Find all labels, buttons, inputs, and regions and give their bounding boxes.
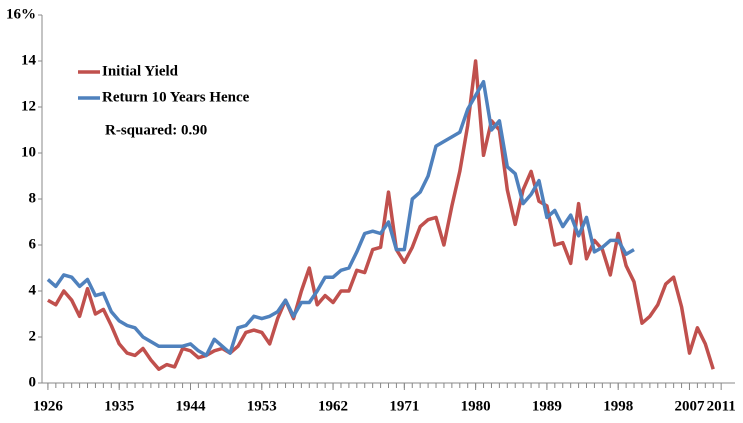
legend-label: Return 10 Years Hence — [102, 89, 250, 105]
x-tick-label: 1980 — [461, 398, 491, 414]
series-line — [47, 59, 715, 371]
x-tick-label: 1944 — [175, 398, 206, 414]
y-tick-label: 0 — [29, 374, 37, 390]
y-tick-label: 10 — [21, 144, 36, 160]
x-tick-label: 1926 — [33, 398, 64, 414]
x-tick-label: 1953 — [247, 398, 277, 414]
y-tick-label: 16% — [6, 6, 36, 22]
series-line — [46, 79, 635, 358]
y-tick-label: 4 — [29, 282, 37, 298]
x-tick-label: 1971 — [389, 398, 419, 414]
legend-label: Initial Yield — [102, 63, 179, 79]
x-tick-label: 2011 — [707, 398, 736, 414]
y-tick-label: 14 — [21, 52, 37, 68]
x-tick-label: 1998 — [603, 398, 633, 414]
x-tick-label: 1962 — [318, 398, 348, 414]
y-tick-label: 2 — [29, 328, 37, 344]
y-tick-label: 6 — [29, 236, 37, 252]
y-tick-label: 8 — [29, 190, 37, 206]
x-tick-label: 2007 — [674, 398, 705, 414]
annotation: R-squared: 0.90 — [105, 122, 207, 138]
y-tick-label: 12 — [21, 98, 36, 114]
x-tick-label: 1935 — [104, 398, 134, 414]
x-tick-label: 1989 — [532, 398, 562, 414]
